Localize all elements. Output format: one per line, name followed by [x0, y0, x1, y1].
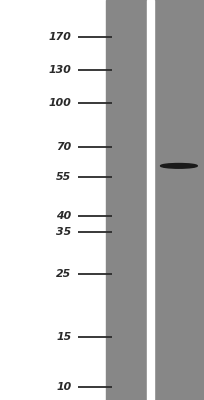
Ellipse shape	[161, 164, 197, 168]
Text: 130: 130	[49, 66, 71, 76]
Bar	[106, 0, 147, 400]
Text: 25: 25	[56, 269, 71, 279]
Bar	[147, 0, 154, 400]
Text: 15: 15	[56, 332, 71, 342]
Bar	[154, 0, 204, 400]
Text: 40: 40	[56, 211, 71, 221]
Text: 35: 35	[56, 227, 71, 237]
Text: 55: 55	[56, 172, 71, 182]
Text: 100: 100	[49, 98, 71, 108]
Text: 170: 170	[49, 32, 71, 42]
Text: 10: 10	[56, 382, 71, 392]
Text: 70: 70	[56, 142, 71, 152]
